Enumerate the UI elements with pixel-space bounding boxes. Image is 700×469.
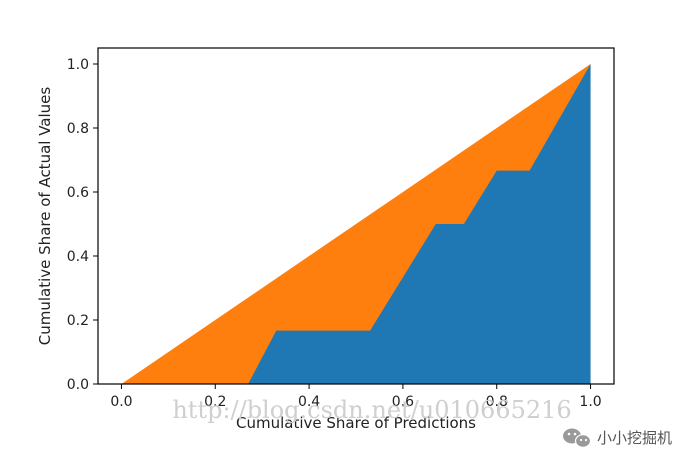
brand-name: 小小挖掘机 bbox=[597, 429, 672, 447]
x-axis-ticks: 0.0 0.2 0.4 0.6 0.8 1.0 bbox=[110, 384, 602, 410]
brand-logo: 小小挖掘机 bbox=[563, 428, 672, 448]
x-tick-label: 0.4 bbox=[298, 394, 320, 410]
x-tick-label: 0.8 bbox=[486, 394, 508, 410]
series-area-2 bbox=[121, 64, 591, 384]
y-axis-ticks: 0.0 0.2 0.4 0.6 0.8 1.0 bbox=[67, 57, 98, 393]
watermark-text: http://blog.csdn.net/u010665216 bbox=[172, 396, 571, 424]
y-tick-label: 0.8 bbox=[67, 121, 89, 137]
y-tick-label: 0.2 bbox=[67, 313, 89, 329]
x-tick-label: 0.0 bbox=[110, 394, 132, 410]
y-tick-label: 0.4 bbox=[67, 249, 89, 265]
x-tick-label: 0.6 bbox=[392, 394, 414, 410]
y-tick-label: 1.0 bbox=[67, 57, 89, 73]
y-tick-label: 0.6 bbox=[67, 185, 89, 201]
x-tick-label: 0.2 bbox=[204, 394, 226, 410]
axes-frame bbox=[97, 47, 615, 385]
x-tick-label: 1.0 bbox=[579, 394, 601, 410]
y-tick-label: 0.0 bbox=[67, 377, 89, 393]
series-areas bbox=[121, 64, 591, 384]
y-axis-title: Cumulative Share of Actual Values bbox=[36, 87, 54, 346]
wechat-icon bbox=[563, 428, 592, 448]
x-axis-title: Cumulative Share of Predictions bbox=[236, 414, 476, 432]
